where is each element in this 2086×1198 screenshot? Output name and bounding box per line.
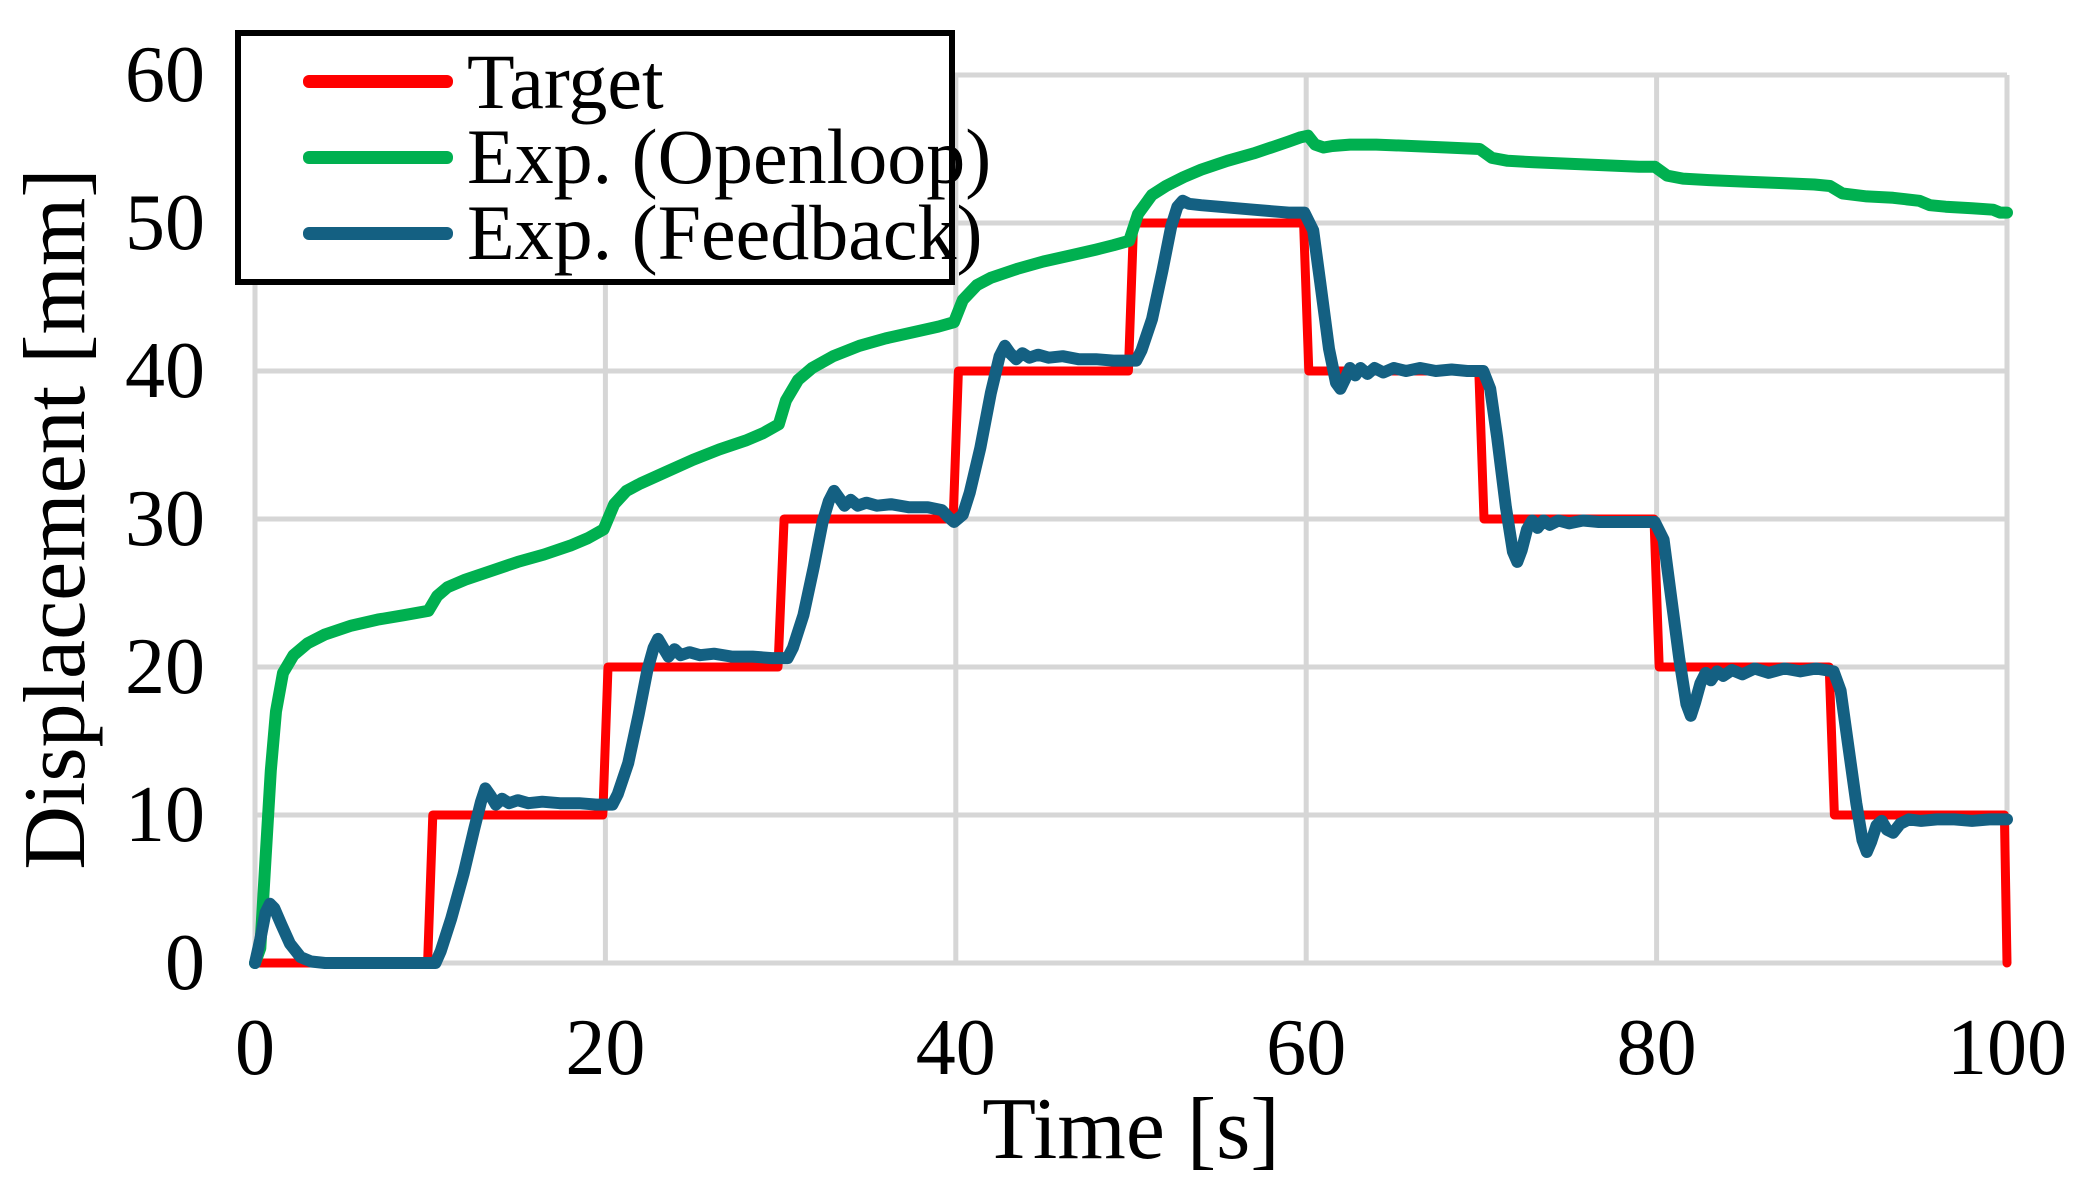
openloop-key-line-icon [303, 150, 453, 164]
y-tick-label-30: 30 [125, 475, 205, 563]
feedback-key-line-icon [303, 226, 453, 240]
target-key-line-icon [303, 75, 453, 89]
x-tick-label-40: 40 [915, 1004, 996, 1092]
legend-item-feedback: Exp. (Feedback) [241, 194, 982, 272]
y-tick-label-20: 20 [125, 623, 205, 711]
legend-label-openloop: Exp. (Openloop) [467, 113, 992, 201]
series-line-openloop [249, 129, 2013, 969]
x-axis-title: Time [s] [982, 1081, 1280, 1178]
legend-item-openloop: Exp. (Openloop) [241, 118, 991, 196]
legend-label-feedback: Exp. (Feedback) [467, 189, 983, 277]
x-tick-label-100: 100 [1947, 1004, 2067, 1092]
x-tick-label-20: 20 [565, 1004, 646, 1092]
series-line-target [250, 218, 2012, 968]
series-line-feedback [249, 194, 2013, 969]
y-tick-label-10: 10 [125, 771, 205, 859]
x-tick-label-60: 60 [1266, 1004, 1347, 1092]
y-tick-label-60: 60 [125, 31, 205, 119]
legend: Target Exp. (Openloop) Exp. (Feedback) [235, 30, 991, 285]
legend-label-target: Target [467, 37, 664, 125]
y-tick-label-50: 50 [125, 179, 205, 267]
x-tick-label-80: 80 [1616, 1004, 1697, 1092]
legend-item-target: Target [241, 42, 949, 120]
x-tick-label-0: 0 [235, 1004, 275, 1092]
y-tick-label-40: 40 [125, 327, 205, 415]
y-tick-label-0: 0 [165, 919, 205, 1007]
y-axis-title: Displacement [mm] [7, 168, 104, 870]
